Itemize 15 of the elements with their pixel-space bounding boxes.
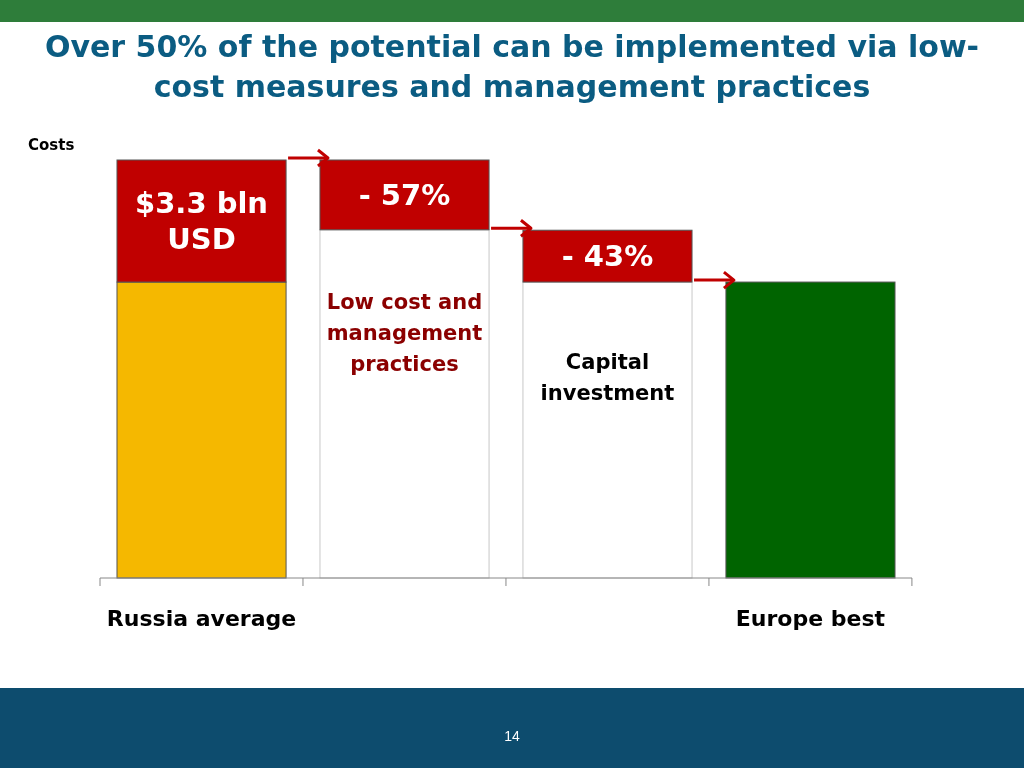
annotation: - 43%	[561, 239, 654, 274]
bar	[319, 159, 490, 231]
annotation: - 57%	[358, 177, 451, 212]
x-tick-label: Russia average	[106, 606, 297, 631]
annotation: Low cost and management practices	[326, 290, 483, 376]
y-axis-title: Costs	[28, 136, 75, 154]
bar	[319, 229, 490, 579]
annotation: $3.3 bln USD	[135, 186, 269, 257]
bar	[725, 281, 896, 579]
text: 14	[504, 728, 520, 744]
annotation: Capital investment	[540, 350, 675, 405]
x-tick-label: Europe best	[735, 606, 886, 631]
bar	[522, 281, 693, 579]
chart-title: Over 50% of the potential can be implemented via low-cost measures and management practices	[44, 29, 980, 104]
bar	[522, 229, 693, 283]
